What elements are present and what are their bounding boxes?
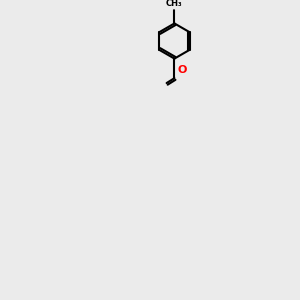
Text: CH₃: CH₃ <box>166 0 183 8</box>
Text: O: O <box>178 65 187 75</box>
